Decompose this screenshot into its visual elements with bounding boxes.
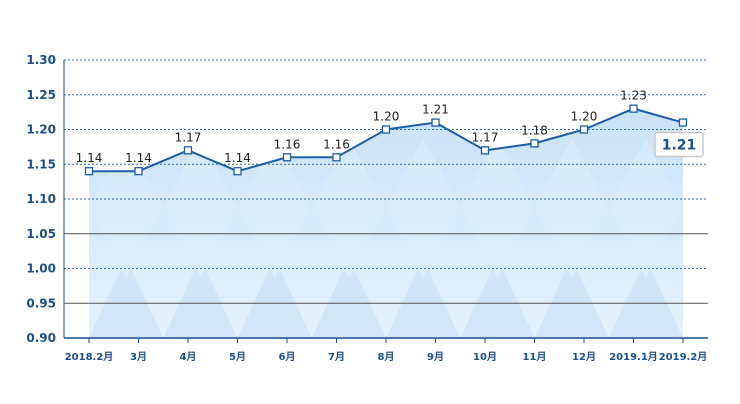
x-tick-label: 12月 [572, 351, 596, 363]
data-label: 1.23 [620, 89, 647, 103]
data-point [629, 104, 638, 113]
area-pattern-shape [311, 138, 386, 278]
area-pattern-shape [237, 258, 312, 338]
area-pattern-shape [89, 258, 164, 338]
data-label: 1.16 [323, 137, 350, 151]
data-point [183, 146, 193, 155]
data-point [332, 153, 341, 162]
area-pattern-shape [163, 258, 238, 338]
y-tick-label: 1.30 [26, 53, 56, 67]
data-point [579, 125, 589, 134]
x-tick-label: 2019.2月 [659, 351, 708, 363]
data-label: 1.18 [521, 123, 548, 137]
x-tick-label: 7月 [328, 351, 345, 363]
area-pattern-shape [163, 138, 238, 278]
data-label: 1.20 [571, 110, 598, 124]
area-fill [89, 108, 683, 339]
y-tick-label: 1.00 [26, 262, 56, 276]
area-pattern-shape [386, 138, 461, 278]
y-tick-label: 0.90 [26, 331, 56, 345]
data-label: 1.17 [175, 130, 202, 144]
y-tick-label: 1.10 [26, 192, 56, 206]
x-tick-label: 9月 [427, 351, 444, 363]
data-label: 1.14 [76, 151, 103, 165]
area-pattern-shape [608, 138, 683, 278]
data-point [530, 139, 539, 148]
area-pattern-shape [386, 258, 461, 338]
x-tick-label: 11月 [523, 351, 547, 363]
last-value-callout-box [654, 131, 704, 158]
x-tick-label: 10月 [473, 351, 497, 363]
data-point [480, 146, 490, 155]
data-point [282, 153, 292, 162]
area-pattern-shape [534, 138, 609, 278]
data-label: 1.16 [274, 137, 301, 151]
x-tick-label: 6月 [279, 351, 296, 363]
data-point [431, 118, 440, 127]
data-label: 1.14 [125, 151, 152, 165]
x-tick-label: 4月 [180, 351, 197, 363]
area-pattern [89, 138, 740, 338]
y-tick-label: 1.05 [26, 227, 56, 241]
data-label: 1.17 [472, 130, 499, 144]
data-label: 1.14 [224, 151, 251, 165]
area-pattern-shape [534, 258, 609, 338]
area-pattern-shape [683, 138, 740, 278]
x-tick-label: 2019.1月 [609, 351, 658, 363]
y-tick-label: 1.15 [26, 157, 56, 171]
area-pattern-shape [89, 138, 164, 278]
y-tick-label: 1.20 [26, 123, 56, 137]
data-point [84, 167, 94, 176]
last-value-callout: 1.21 [662, 138, 697, 154]
data-point [233, 167, 242, 176]
y-tick-label: 1.25 [26, 88, 56, 102]
data-label: 1.21 [422, 103, 449, 117]
x-tick-label: 8月 [378, 351, 395, 363]
area-pattern-shape [311, 258, 386, 338]
data-point [381, 125, 391, 134]
y-tick-label: 0.95 [26, 296, 56, 310]
data-point [678, 118, 688, 127]
area-pattern-shape [237, 138, 312, 278]
x-tick-label: 5月 [229, 351, 246, 363]
area-pattern-shape [460, 258, 535, 338]
x-tick-label: 3月 [130, 351, 147, 363]
data-label: 1.20 [373, 110, 400, 124]
x-tick-label: 2018.2月 [65, 351, 114, 363]
data-point [134, 167, 143, 176]
area-pattern-shape [683, 258, 740, 338]
area-pattern-shape [608, 258, 683, 338]
area-pattern-shape [460, 138, 535, 278]
